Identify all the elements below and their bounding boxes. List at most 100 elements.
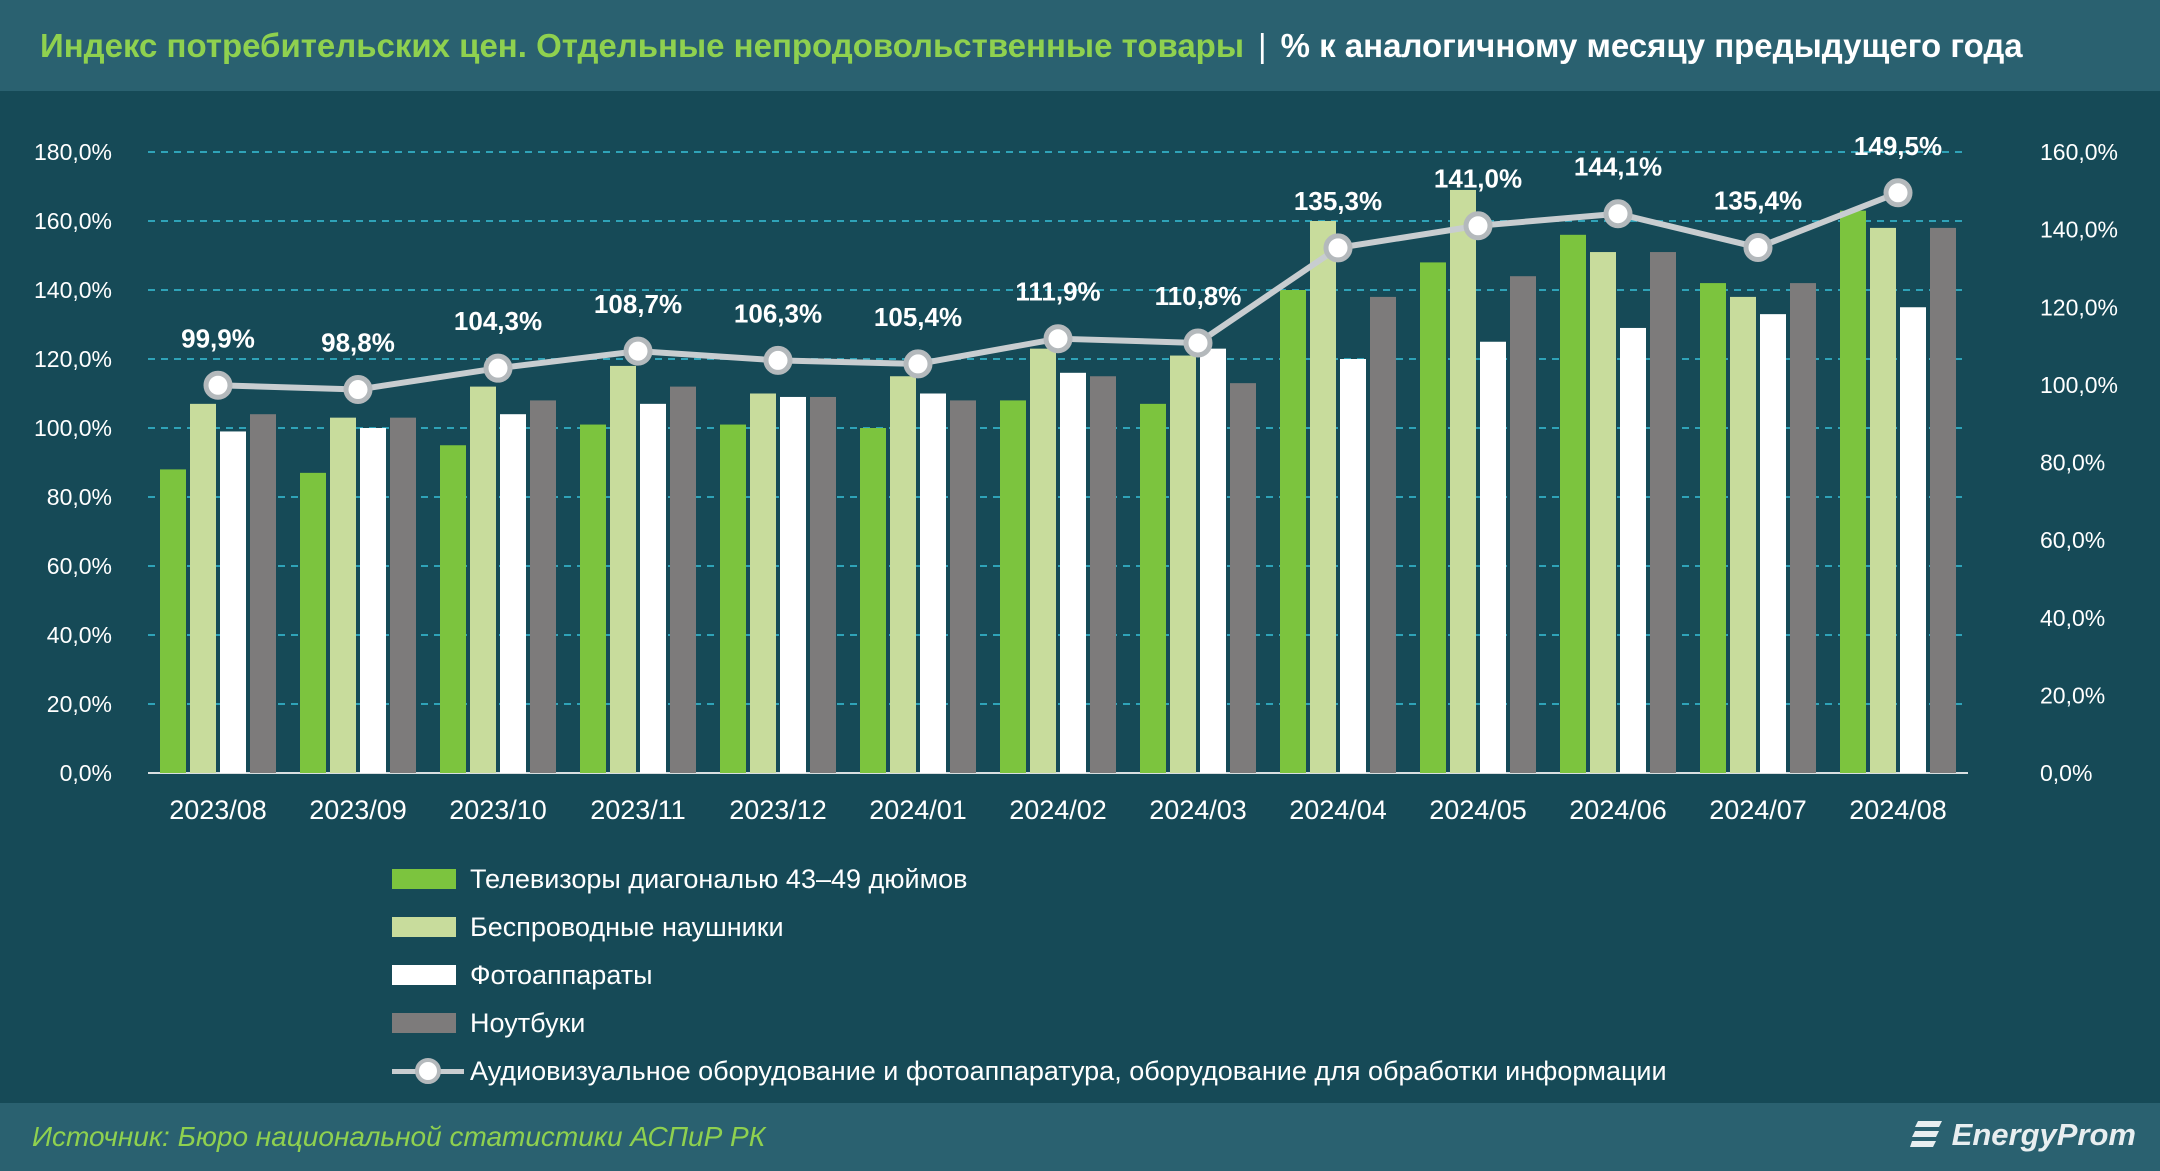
line-point: [203, 370, 233, 400]
bar: [190, 403, 216, 773]
bar: [580, 424, 606, 773]
bar: [1090, 376, 1116, 773]
legend-item-laptops: Ноутбуки: [392, 999, 1667, 1047]
chart-area: 0,0% 20,0% 40,0% 60,0% 80,0% 100,0% 120,0% 140,…: [34, 131, 2118, 825]
data-label: 105,4%: [874, 302, 962, 332]
x-tick-label: 2023/12: [729, 795, 827, 825]
data-label: 144,1%: [1574, 152, 1662, 182]
bar: [1700, 283, 1726, 773]
legend-label-cameras: Фотоаппараты: [470, 959, 653, 990]
line-point: [763, 345, 793, 375]
bar: [1450, 189, 1476, 773]
bar: [1030, 348, 1056, 773]
line-point: [343, 375, 373, 405]
title-main: Индекс потребительских цен. Отдельные не…: [40, 26, 1245, 64]
legend-label-headphones: Беспроводные наушники: [470, 911, 784, 942]
bar: [440, 445, 466, 773]
legend-label-audiovisual: Аудиовизуальное оборудование и фотоаппар…: [470, 1055, 1667, 1086]
bar: [390, 417, 416, 773]
bar: [1590, 252, 1616, 774]
data-label: 110,8%: [1155, 281, 1242, 311]
bar: [220, 431, 246, 773]
y-right-tick-label: 20,0%: [2040, 682, 2105, 708]
y-left-tick-label: 60,0%: [47, 553, 112, 579]
bar: [1170, 355, 1196, 773]
y-left-tick-label: 80,0%: [47, 484, 112, 510]
legend: Телевизоры диагональю 43–49 дюймов Беспр…: [392, 855, 1667, 1095]
y-left-tick-label: 180,0%: [34, 139, 112, 165]
bar: [1560, 234, 1586, 774]
bar: [1840, 210, 1866, 773]
legend-swatch-cameras: [392, 965, 456, 985]
bar: [300, 472, 326, 773]
y-right-tick-label: 160,0%: [2040, 139, 2118, 165]
x-tick-label: 2024/07: [1709, 795, 1807, 825]
bar: [1650, 252, 1676, 774]
title-separator: |: [1258, 26, 1267, 64]
legend-swatch-headphones: [392, 917, 456, 937]
bar: [920, 393, 946, 773]
bar: [1420, 262, 1446, 773]
y-right-tick-label: 40,0%: [2040, 605, 2105, 631]
bar: [1900, 307, 1926, 773]
y-left-tick-label: 20,0%: [47, 691, 112, 717]
data-label: 104,3%: [454, 306, 542, 336]
legend-item-cameras: Фотоаппараты: [392, 951, 1667, 999]
bar: [1730, 296, 1756, 773]
line-point: [1183, 328, 1213, 358]
bar: [1930, 227, 1956, 773]
line-point: [483, 353, 513, 383]
chart-title: Индекс потребительских цен. Отдельные не…: [40, 27, 2023, 65]
x-tick-label: 2024/05: [1429, 795, 1527, 825]
bar: [530, 400, 556, 773]
bar: [610, 365, 636, 773]
bar: [890, 376, 916, 773]
data-label: 141,0%: [1434, 164, 1522, 194]
legend-label-laptops: Ноутбуки: [470, 1007, 586, 1038]
brand-name: EnergyProm: [1951, 1117, 2136, 1152]
bar: [330, 417, 356, 773]
bar: [860, 428, 886, 773]
bar: [1620, 327, 1646, 773]
data-label: 111,9%: [1015, 277, 1100, 307]
bar: [1200, 348, 1226, 773]
x-tick-label: 2023/11: [590, 795, 686, 825]
bar: [160, 469, 186, 773]
legend-item-tv: Телевизоры диагональю 43–49 дюймов: [392, 855, 1667, 903]
y-right-tick-label: 80,0%: [2040, 450, 2105, 476]
bar: [640, 403, 666, 773]
data-label: 135,4%: [1714, 185, 1802, 215]
bar: [1310, 221, 1336, 773]
line-point: [903, 349, 933, 379]
y-left-tick-label: 160,0%: [34, 208, 112, 234]
bar: [1480, 341, 1506, 773]
bar: [1280, 290, 1306, 773]
data-label: 149,5%: [1854, 131, 1942, 161]
y-left-tick-label: 40,0%: [47, 622, 112, 648]
line-point: [1463, 211, 1493, 241]
legend-item-headphones: Беспроводные наушники: [392, 903, 1667, 951]
x-tick-label: 2023/09: [309, 795, 407, 825]
energyprom-logo-icon: [1909, 1121, 1942, 1147]
bar: [750, 393, 776, 773]
bar: [1060, 372, 1086, 773]
y-left-tick-label: 120,0%: [34, 346, 112, 372]
brand-logo: EnergyProm: [1909, 1117, 2136, 1153]
line-point: [1323, 233, 1353, 263]
source-note: Источник: Бюро национальной статистики А…: [32, 1121, 766, 1152]
legend-swatch-audiovisual: [392, 1058, 464, 1084]
bar: [1370, 296, 1396, 773]
y-left-tick-label: 0,0%: [60, 760, 112, 786]
line-point: [1883, 178, 1913, 208]
bar: [1790, 283, 1816, 773]
y-right-tick-label: 100,0%: [2040, 372, 2118, 398]
data-label: 106,3%: [734, 298, 822, 328]
bar: [950, 400, 976, 773]
data-label: 98,8%: [321, 328, 395, 358]
x-tick-label: 2024/02: [1009, 795, 1107, 825]
x-tick-label: 2024/06: [1569, 795, 1667, 825]
bar: [500, 414, 526, 773]
bar: [1140, 403, 1166, 773]
y-right-tick-label: 60,0%: [2040, 527, 2105, 553]
